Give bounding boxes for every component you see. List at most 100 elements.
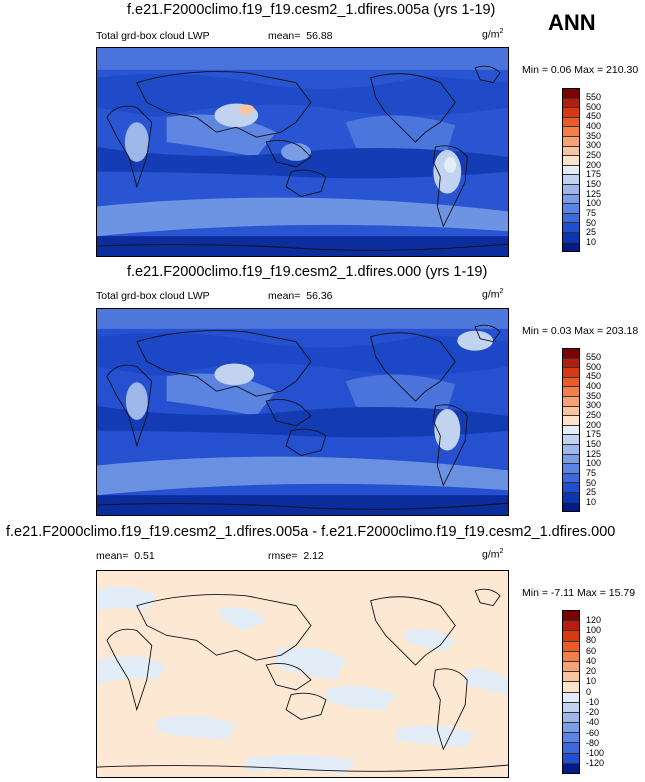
panel2-title: f.e21.F2000climo.f19_f19.cesm2_1.dfires.… bbox=[127, 264, 488, 280]
panel1-mean: mean= 56.88 bbox=[268, 30, 333, 42]
panel1-colorbar-swatch bbox=[563, 108, 579, 118]
panel2-colorbar-label: 200 bbox=[586, 419, 602, 430]
panel1-colorbar-swatch bbox=[563, 194, 579, 205]
panel3-colorbar-label: -40 bbox=[586, 717, 600, 728]
panel1-colorbar-swatch bbox=[563, 136, 579, 147]
panel2-colorbar-swatch bbox=[563, 444, 579, 455]
panel3-colorbar-swatch bbox=[563, 631, 579, 642]
panel1-unit: g/m2 bbox=[482, 28, 503, 41]
panel1-colorbar bbox=[562, 88, 580, 252]
panel3-mean-value: 0.51 bbox=[134, 550, 155, 562]
panel1-colorbar-swatch bbox=[563, 242, 579, 252]
panel2-colorbar-label: 150 bbox=[586, 438, 602, 449]
panel1-colorbar-label: 550 bbox=[586, 92, 602, 103]
panel2-colorbar-label: 50 bbox=[586, 477, 597, 488]
panel3-colorbar-swatch bbox=[563, 611, 579, 622]
panel2-colorbar-swatch bbox=[563, 435, 579, 445]
panel1-title: f.e21.F2000climo.f19_f19.cesm2_1.dfires.… bbox=[127, 2, 496, 18]
panel3-colorbar-swatch bbox=[563, 702, 579, 713]
panel1-colorbar-label: 300 bbox=[586, 140, 602, 151]
panel3-colorbar-label: 40 bbox=[586, 655, 597, 666]
panel3-colorbar-label: 60 bbox=[586, 645, 597, 656]
panel3-colorbar-swatch bbox=[563, 641, 579, 652]
season-label: ANN bbox=[548, 10, 596, 35]
panel1-colorbar-swatch bbox=[563, 175, 579, 185]
panel3-map bbox=[96, 570, 509, 778]
panel1-colorbar-label: 10 bbox=[586, 236, 597, 247]
panel1-colorbar-label: 125 bbox=[586, 188, 602, 199]
panel1-colorbar-swatch bbox=[563, 98, 579, 109]
panel2-colorbar-label: 250 bbox=[586, 410, 602, 421]
panel2-colorbar-label: 350 bbox=[586, 390, 602, 401]
panel2-colorbar-swatch bbox=[563, 358, 579, 369]
panel1-colorbar-swatch bbox=[563, 223, 579, 233]
panel2-colorbar-swatch bbox=[563, 396, 579, 407]
panel3-unit-sup: 2 bbox=[499, 548, 504, 555]
panel1-colorbar-label: 400 bbox=[586, 121, 602, 132]
panel3-colorbar-swatch bbox=[563, 621, 579, 632]
panel3-colorbar bbox=[562, 610, 580, 774]
panel3-title: f.e21.F2000climo.f19_f19.cesm2_1.dfires.… bbox=[6, 524, 616, 540]
panel1-colorbar-label: 25 bbox=[586, 227, 597, 238]
panel1-minmax: Min = 0.06 Max = 210.30 bbox=[522, 64, 639, 76]
panel3-colorbar-swatch bbox=[563, 672, 579, 683]
panel1-colorbar-label: 50 bbox=[586, 217, 597, 228]
panel2-unit-text: g/m bbox=[482, 288, 500, 301]
panel2-colorbar-swatch bbox=[563, 502, 579, 512]
panel1-colorbar-label: 350 bbox=[586, 130, 602, 141]
panel2-colorbar-swatch bbox=[563, 368, 579, 378]
panel1-unit-sup: 2 bbox=[499, 28, 504, 35]
panel2-colorbar-label: 400 bbox=[586, 381, 602, 392]
panel3-colorbar-label: -120 bbox=[586, 758, 605, 769]
panel3-colorbar-swatch bbox=[563, 682, 579, 693]
panel3-colorbar-label: -80 bbox=[586, 737, 600, 748]
panel3-colorbar-swatch bbox=[563, 753, 579, 764]
panel1-unit-text: g/m bbox=[482, 28, 500, 41]
panel3-rmse: rmse= 2.12 bbox=[268, 550, 324, 562]
panel1-variable-label: Total grd-box cloud LWP bbox=[96, 30, 210, 42]
panel1-colorbar-swatch bbox=[563, 213, 579, 224]
panel2-map bbox=[96, 308, 509, 516]
panel3-minmax: Min = -7.11 Max = 15.79 bbox=[522, 587, 636, 599]
panel2-colorbar-label: 100 bbox=[586, 458, 602, 469]
panel1-colorbar-label: 100 bbox=[586, 198, 602, 209]
panel3-colorbar-swatch bbox=[563, 651, 579, 662]
panel3-colorbar-label: 20 bbox=[586, 666, 597, 676]
panel1-colorbar-swatch bbox=[563, 232, 579, 243]
panel2-mean-label: mean= bbox=[268, 290, 301, 302]
panel1-colorbar-label: 75 bbox=[586, 207, 597, 218]
panel2-colorbar bbox=[562, 348, 580, 512]
panel2-colorbar-swatch bbox=[563, 454, 579, 465]
panel3-colorbar-swatch bbox=[563, 763, 579, 773]
panel2-colorbar-swatch bbox=[563, 492, 579, 503]
panel2-colorbar-label: 300 bbox=[586, 400, 602, 411]
panel1-colorbar-label: 150 bbox=[586, 178, 602, 189]
panel3-rmse-label: rmse= bbox=[268, 550, 298, 562]
panel3-colorbar-label: -100 bbox=[586, 748, 605, 758]
panel1-mean-value: 56.88 bbox=[306, 30, 333, 42]
panel1-map bbox=[96, 47, 509, 257]
panel3-colorbar-swatch bbox=[563, 743, 579, 754]
panel2-colorbar-label: 450 bbox=[586, 371, 602, 382]
panel3-colorbar-label: 80 bbox=[586, 635, 597, 646]
panel3-unit-text: g/m bbox=[482, 548, 500, 561]
panel2-unit: g/m2 bbox=[482, 288, 503, 301]
panel2-mean: mean= 56.36 bbox=[268, 290, 333, 302]
panel2-unit-sup: 2 bbox=[499, 288, 504, 295]
panel3-mean: mean= 0.51 bbox=[96, 550, 155, 562]
panel3-colorbar-label: 120 bbox=[586, 614, 602, 625]
panel2-colorbar-swatch bbox=[563, 349, 579, 359]
panel2-colorbar-swatch bbox=[563, 377, 579, 388]
panel2-colorbar-label: 550 bbox=[586, 352, 602, 363]
panel2-colorbar-swatch bbox=[563, 425, 579, 436]
panel3-colorbar-swatch bbox=[563, 723, 579, 734]
panel2-colorbar-label: 75 bbox=[586, 467, 597, 478]
panel2-mean-value: 56.36 bbox=[306, 290, 333, 302]
panel3-colorbar-label: 100 bbox=[586, 625, 602, 635]
panel1-colorbar-label: 250 bbox=[586, 150, 602, 161]
panel3-colorbar-swatch bbox=[563, 661, 579, 673]
panel1-colorbar-label: 450 bbox=[586, 111, 602, 122]
panel1-mean-label: mean= bbox=[268, 30, 301, 42]
panel2-colorbar-swatch bbox=[563, 464, 579, 474]
panel3-colorbar-swatch bbox=[563, 692, 579, 703]
